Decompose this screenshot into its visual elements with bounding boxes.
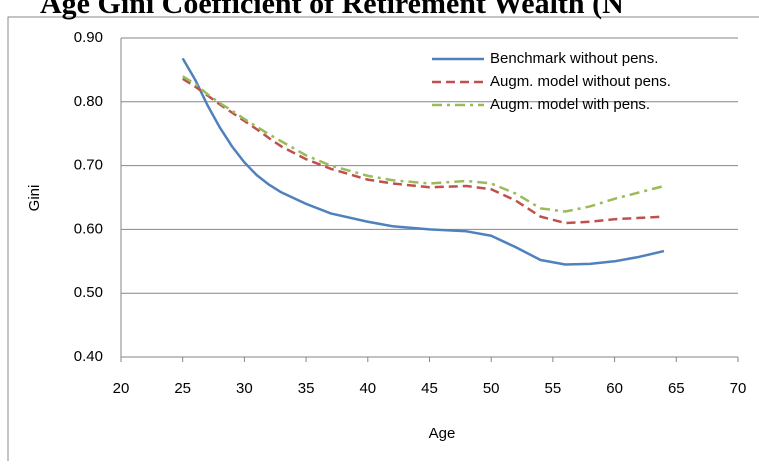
y-tick-label: 0.80 <box>74 93 103 110</box>
y-axis-label: Gini <box>26 185 43 212</box>
series-line <box>181 57 665 266</box>
legend-label: Augm. model without pens. <box>490 73 671 90</box>
y-tick-label: 0.60 <box>74 220 103 237</box>
y-tick-label: 0.70 <box>74 157 103 174</box>
series-line <box>182 77 665 225</box>
x-tick-label: 35 <box>298 380 315 397</box>
x-tick-label: 40 <box>359 380 376 397</box>
y-tick-label: 0.40 <box>74 348 103 365</box>
x-tick-label: 50 <box>483 380 500 397</box>
y-tick-label: 0.50 <box>74 284 103 301</box>
x-tick-label: 65 <box>668 380 685 397</box>
x-axis-label: Age <box>429 425 456 442</box>
x-tick-label: 70 <box>730 380 747 397</box>
x-tick-label: 55 <box>545 380 562 397</box>
x-tick-label: 25 <box>174 380 191 397</box>
x-tick-label: 20 <box>113 380 130 397</box>
x-tick-label: 60 <box>606 380 623 397</box>
x-tick-label: 30 <box>236 380 253 397</box>
chart-frame <box>7 16 759 466</box>
legend-label: Augm. model with pens. <box>490 96 650 113</box>
chart-title: Age Gini Coefficient of Retirement Wealt… <box>40 0 624 20</box>
y-tick-label: 0.90 <box>74 29 103 46</box>
legend-label: Benchmark without pens. <box>490 50 658 67</box>
series-line <box>182 75 665 213</box>
x-tick-label: 45 <box>421 380 438 397</box>
